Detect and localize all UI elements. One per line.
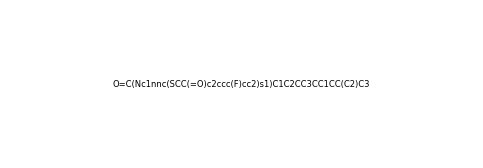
Text: O=C(Nc1nnc(SCC(=O)c2ccc(F)cc2)s1)C1C2CC3CC1CC(C2)C3: O=C(Nc1nnc(SCC(=O)c2ccc(F)cc2)s1)C1C2CC3… <box>113 79 370 89</box>
